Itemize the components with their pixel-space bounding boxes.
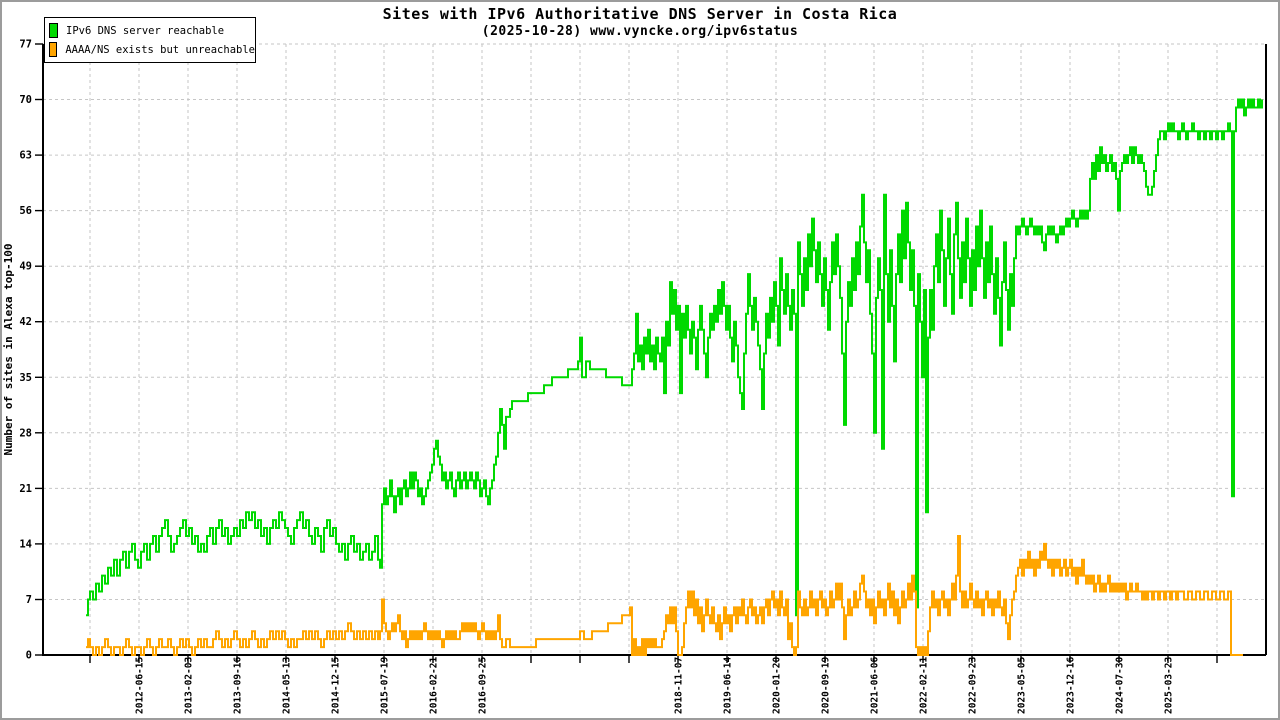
- x-tick-label: 2014-05-13: [282, 657, 293, 714]
- y-tick-label: 35: [19, 372, 32, 384]
- x-tick-label: 2020-09-19: [821, 657, 832, 714]
- x-tick-label: 2024-07-30: [1115, 657, 1126, 714]
- legend-swatch-green: [49, 23, 58, 38]
- y-axis-title: Number of sites in Alexa top-100: [2, 244, 15, 456]
- x-tick-label: 2023-05-05: [1017, 657, 1028, 714]
- chart-title: Sites with IPv6 Authoritative DNS Server…: [382, 5, 898, 23]
- x-tick-label: 2025-03-23: [1164, 657, 1175, 714]
- x-tick-label: 2013-02-03: [184, 657, 195, 714]
- legend-item-unreachable: AAAA/NS exists but unreachable: [49, 40, 255, 59]
- y-tick-label: 14: [19, 538, 32, 550]
- y-tick-label: 28: [19, 427, 32, 439]
- x-tick-label: 2021-06-06: [870, 657, 881, 714]
- y-tick-label: 77: [19, 39, 32, 51]
- x-tick-label: 2022-02-11: [919, 657, 930, 714]
- x-tick-label: 2020-01-20: [772, 657, 783, 714]
- x-tick-label: 2014-12-15: [331, 657, 342, 714]
- x-tick-label: 2022-09-23: [968, 657, 979, 714]
- series-line-unreachable: [86, 535, 1243, 656]
- legend: IPv6 DNS server reachable AAAA/NS exists…: [44, 17, 256, 63]
- x-tick-label: 2013-09-16: [233, 657, 244, 714]
- legend-item-label: IPv6 DNS server reachable: [66, 24, 225, 37]
- y-tick-label: 7: [26, 594, 32, 606]
- x-tick-label: 2018-11-07: [674, 657, 685, 714]
- y-tick-label: 21: [19, 483, 32, 495]
- series-line-reachable: [86, 98, 1263, 617]
- y-tick-label: 63: [19, 150, 32, 162]
- chart-subtitle: (2025-10-28) www.vyncke.org/ipv6status: [481, 24, 799, 39]
- x-tick-label: 2015-07-19: [380, 657, 391, 714]
- legend-swatch-orange: [49, 42, 58, 57]
- y-tick-label: 0: [26, 650, 32, 662]
- y-tick-label: 56: [19, 205, 32, 217]
- y-tick-label: 42: [19, 316, 32, 328]
- y-tick-label: 70: [19, 94, 32, 106]
- x-tick-label: 2012-06-15: [135, 657, 146, 714]
- x-tick-label: 2016-09-25: [478, 657, 489, 714]
- legend-item-reachable: IPv6 DNS server reachable: [49, 21, 255, 40]
- x-tick-label: 2016-02-21: [429, 657, 440, 714]
- y-tick-label: 49: [19, 261, 32, 273]
- x-tick-label: 2023-12-16: [1066, 657, 1077, 714]
- legend-item-label: AAAA/NS exists but unreachable: [65, 43, 255, 56]
- x-tick-label: 2019-06-14: [723, 657, 734, 714]
